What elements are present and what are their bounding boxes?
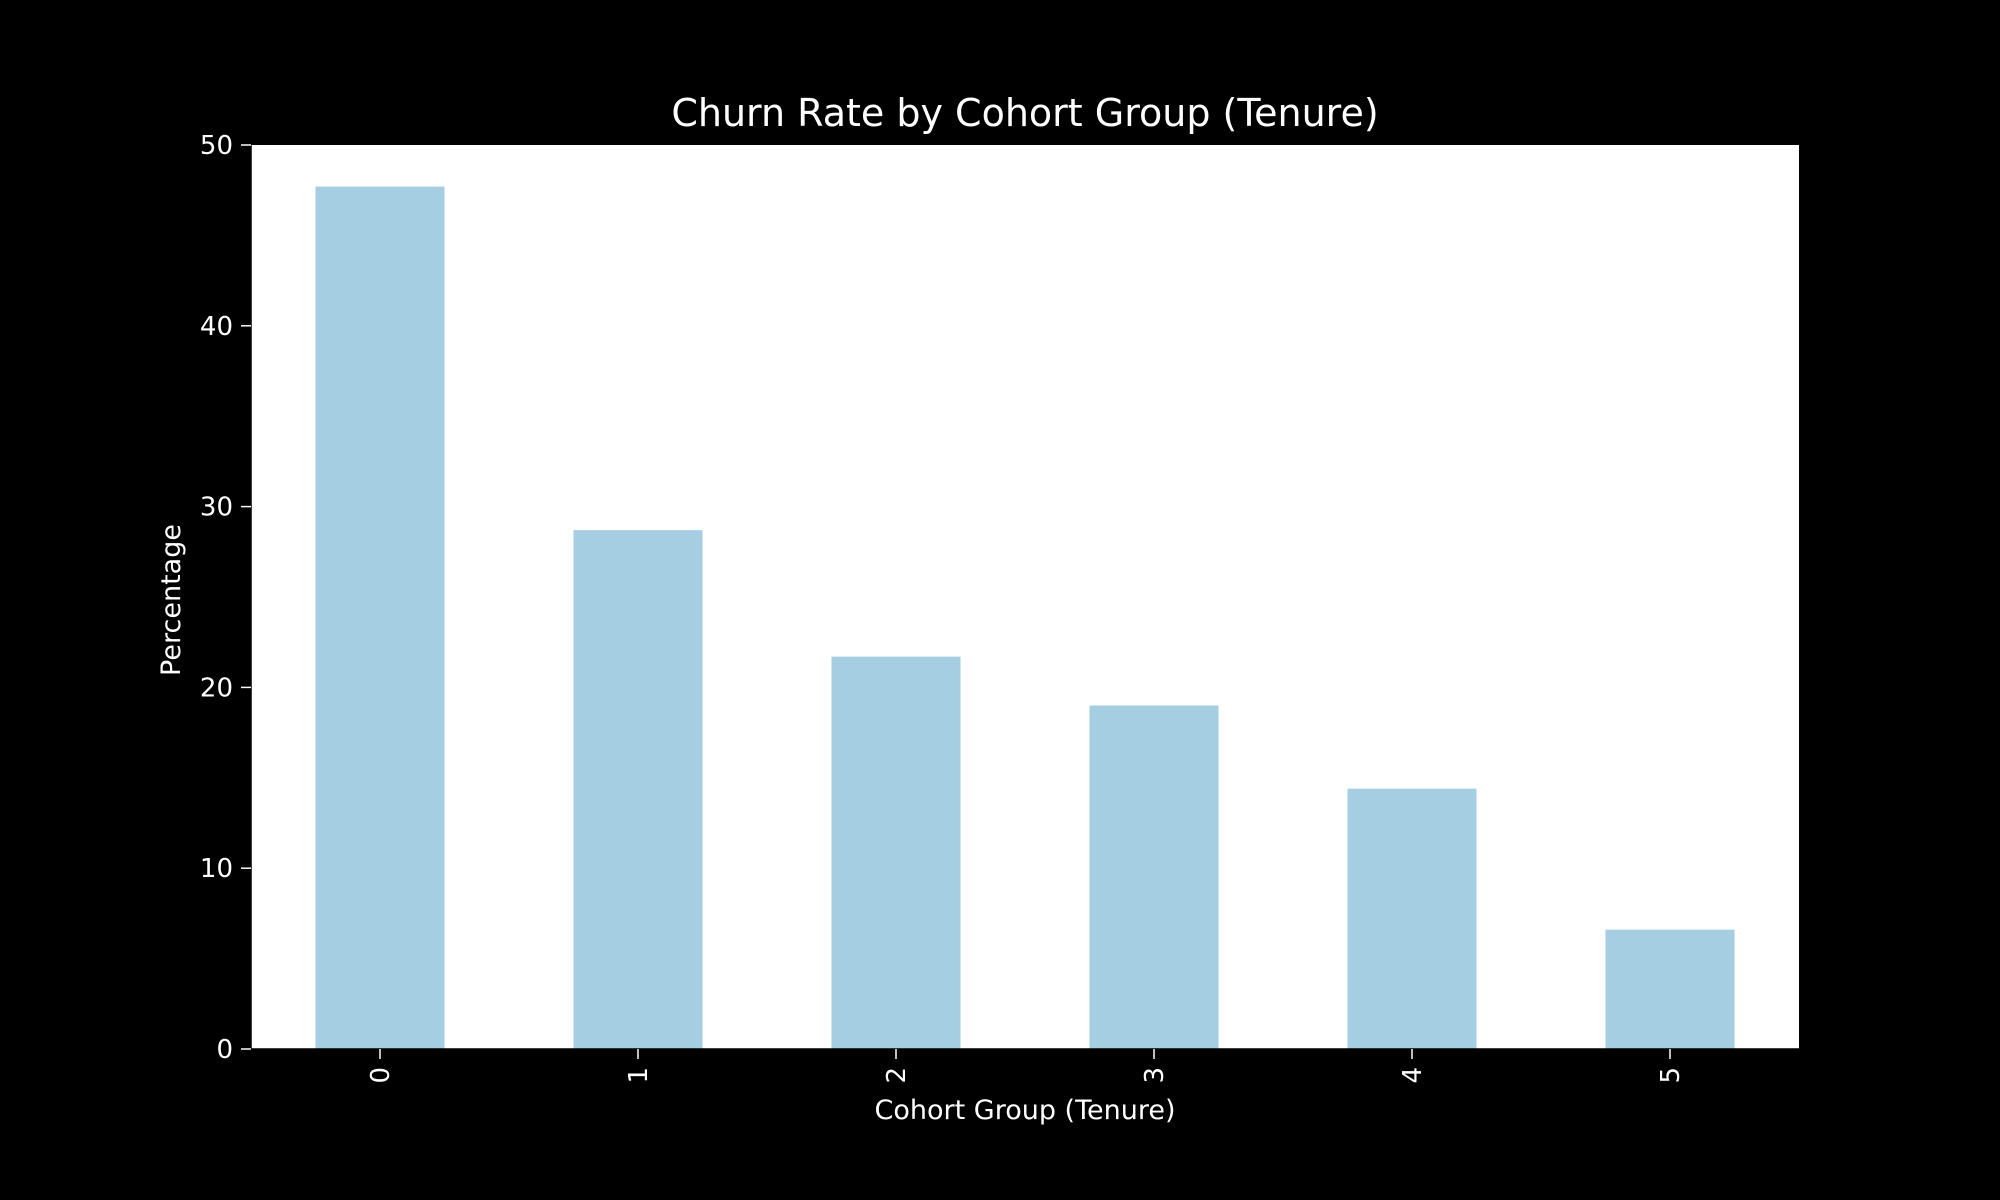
bar-3 (1089, 705, 1219, 1049)
x-tick-label: 3 (1140, 1067, 1170, 1084)
plot-area (251, 145, 1799, 1049)
bar-5 (1605, 929, 1735, 1049)
x-ticks-group: 0 1 2 3 4 5 (366, 1049, 1686, 1084)
y-tick-label: 50 (200, 131, 233, 161)
y-axis-label: Percentage (156, 524, 187, 676)
x-tick-label: 5 (1656, 1067, 1686, 1084)
y-tick-label: 40 (200, 312, 233, 342)
bar-2 (831, 656, 961, 1049)
y-tick-label: 0 (216, 1035, 233, 1065)
y-ticks-group: 0 10 20 30 40 50 (200, 131, 251, 1065)
x-tick-label: 0 (366, 1067, 396, 1084)
y-tick-label: 30 (200, 493, 233, 523)
bars-group (315, 186, 1735, 1049)
bar-1 (573, 530, 703, 1049)
x-tick-label: 4 (1398, 1067, 1428, 1084)
bar-0 (315, 186, 445, 1049)
y-tick-label: 20 (200, 673, 233, 703)
axes-group (250, 145, 1799, 1050)
x-axis-label: Cohort Group (Tenure) (875, 1095, 1176, 1126)
x-tick-label: 1 (624, 1067, 654, 1084)
bar-4 (1347, 788, 1477, 1049)
chart-title: Churn Rate by Cohort Group (Tenure) (671, 91, 1378, 135)
y-tick-label: 10 (200, 854, 233, 884)
x-tick-label: 2 (882, 1067, 912, 1084)
